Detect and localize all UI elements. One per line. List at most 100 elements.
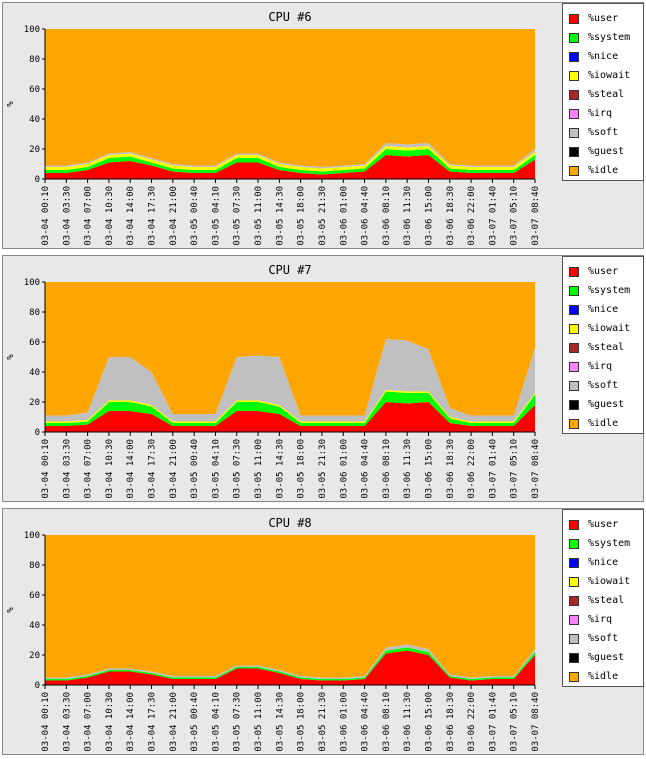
cpu7-legend: %user %system %nice %iowait %steal %irq %soft%…: [562, 256, 644, 434]
cpu8-legend-label: %soft: [588, 633, 619, 644]
cpu7-legend-label: %iowait: [588, 323, 631, 334]
cpu7-x-tick-label: 03-05 04:10: [211, 439, 221, 499]
cpu8-legend-item-system: %system: [569, 538, 645, 552]
cpu6-legend-label: %guest: [588, 146, 625, 157]
cpu6-x-tick-label: 03-05 04:10: [211, 186, 221, 246]
cpu7-legend-label: %user: [588, 266, 619, 277]
cpu7-legend-swatch: [569, 286, 579, 296]
cpu8-legend-swatch: [569, 653, 579, 663]
cpu6-x-tick-label: 03-07 08:40: [531, 186, 541, 246]
cpu8-x-tick-label: 03-07 05:10: [510, 692, 520, 752]
cpu7-x-tick-label: 03-04 10:30: [105, 439, 115, 499]
cpu8-legend-item-nice: %nice: [569, 557, 645, 571]
cpu7-legend-item-steal: %steal: [569, 342, 645, 356]
cpu7-legend-swatch: [569, 343, 579, 353]
cpu7-area-soft: [45, 339, 535, 422]
cpu7-x-tick-label: 03-05 11:00: [254, 439, 264, 499]
cpu6-x-tick-label: 03-06 04:40: [361, 186, 371, 246]
cpu7-x-tick-label: 03-06 04:40: [361, 439, 371, 499]
cpu7-legend-swatch: [569, 324, 579, 334]
cpu6-legend-item-guest: %guest: [569, 146, 645, 160]
cpu6-y-tick-label: 0: [35, 175, 40, 185]
cpu8-x-tick-label: 03-04 10:30: [105, 692, 115, 752]
cpu7-area-user: [45, 402, 535, 432]
cpu6-x-tick-label: 03-05 18:00: [297, 186, 307, 246]
cpu7-y-tick-label: 40: [29, 368, 40, 378]
cpu6-legend-item-soft: %soft: [569, 127, 645, 141]
cpu7-x-tick-label: 03-05 00:40: [190, 439, 200, 499]
cpu8-x-tick-label: 03-06 04:40: [361, 692, 371, 752]
cpu6-legend-label: %iowait: [588, 70, 631, 81]
cpu7-x-tick-label: 03-04 00:10: [41, 439, 51, 499]
cpu7-x-tick-label: 03-04 07:00: [84, 439, 94, 499]
cpu8-legend-swatch: [569, 520, 579, 530]
cpu7-legend-swatch: [569, 362, 579, 372]
cpu7-chart-title: CPU #7: [268, 263, 311, 277]
cpu6-x-tick-label: 03-06 18:30: [446, 186, 456, 246]
cpu8-chart-svg: CPU #8 0 20 40 60 80 100% 03-04 00:10 03-04 03:3…: [6, 516, 541, 752]
cpu8-x-tick-label: 03-06 08:10: [382, 692, 392, 752]
cpu7-legend-swatch: [569, 305, 579, 315]
cpu6-x-tick-label: 03-06 08:10: [382, 186, 392, 246]
cpu6-x-tick-label: 03-05 21:30: [318, 186, 328, 246]
cpu7-legend-item-soft: %soft: [569, 380, 645, 394]
cpu7-x-tick-label: 03-04 14:00: [126, 439, 136, 499]
cpu8-x-tick-label: 03-07 01:40: [488, 692, 498, 752]
cpu6-legend-item-system: %system: [569, 32, 645, 46]
cpu8-legend-label: %guest: [588, 652, 625, 663]
cpu6-x-tick-label: 03-04 10:30: [105, 186, 115, 246]
cpu8-x-tick-label: 03-06 15:00: [424, 692, 434, 752]
cpu8-x-tick-label: 03-05 18:00: [297, 692, 307, 752]
cpu8-y-tick-label: 80: [29, 561, 40, 571]
cpu6-x-tick-label: 03-05 00:40: [190, 186, 200, 246]
cpu7-x-tick-label: 03-04 17:30: [148, 439, 158, 499]
cpu8-y-tick-label: 20: [29, 651, 40, 661]
cpu7-y-tick-label: 20: [29, 398, 40, 408]
cpu8-legend-item-soft: %soft: [569, 633, 645, 647]
cpu7-y-tick-label: 80: [29, 308, 40, 318]
cpu8-x-tick-label: 03-04 17:30: [148, 692, 158, 752]
cpu6-legend-swatch: [569, 71, 579, 81]
cpu8-legend-label: %user: [588, 519, 619, 530]
cpu8-legend-item-guest: %guest: [569, 652, 645, 666]
cpu7-legend-label: %nice: [588, 304, 619, 315]
cpu6-x-tick-label: 03-04 17:30: [148, 186, 158, 246]
cpu7-area-idle: [45, 282, 535, 416]
cpu7-legend-item-system: %system: [569, 285, 645, 299]
cpu6-y-tick-label: 40: [29, 115, 40, 125]
cpu7-legend-swatch: [569, 400, 579, 410]
cpu8-legend-item-iowait: %iowait: [569, 576, 645, 590]
cpu8-x-tick-label: 03-04 07:00: [84, 692, 94, 752]
cpu6-legend-label: %nice: [588, 51, 619, 62]
cpu7-legend-label: %system: [588, 285, 631, 296]
cpu6-x-tick-label: 03-04 03:30: [62, 186, 72, 246]
cpu8-y-tick-label: 60: [29, 591, 40, 601]
cpu7-x-tick-label: 03-05 07:30: [233, 439, 243, 499]
cpu6-chart-panel: CPU #6 0 20 40 60 80 100% 03-04 00:10 03-04 03:3…: [2, 2, 644, 249]
cpu8-legend-item-irq: %irq: [569, 614, 645, 628]
cpu8-x-tick-label: 03-04 21:00: [169, 692, 179, 752]
cpu7-legend-item-user: %user: [569, 266, 645, 280]
cpu8-x-tick-label: 03-05 07:30: [233, 692, 243, 752]
cpu7-legend-item-iowait: %iowait: [569, 323, 645, 337]
cpu7-chart-panel: CPU #7 0 20 40 60 80 100% 03-04 00:10 03-04 03:3…: [2, 255, 644, 502]
cpu8-legend-item-user: %user: [569, 519, 645, 533]
cpu6-area-iowait: [45, 146, 535, 172]
cpu8-chart-panel: CPU #8 0 20 40 60 80 100% 03-04 00:10 03-04 03:3…: [2, 508, 644, 755]
cpu8-x-tick-label: 03-04 14:00: [126, 692, 136, 752]
cpu6-legend-swatch: [569, 147, 579, 157]
cpu8-chart-title: CPU #8: [268, 516, 311, 530]
cpu8-x-tick-label: 03-06 18:30: [446, 692, 456, 752]
cpu8-x-tick-label: 03-07 08:40: [531, 692, 541, 752]
cpu6-legend-label: %steal: [588, 89, 625, 100]
cpu7-legend-label: %irq: [588, 361, 613, 372]
cpu6-x-tick-label: 03-05 07:30: [233, 186, 243, 246]
cpu7-legend-label: %idle: [588, 418, 619, 429]
cpu8-legend: %user %system %nice %iowait %steal %irq %soft%…: [562, 509, 644, 687]
cpu6-x-tick-label: 03-07 05:10: [510, 186, 520, 246]
cpu8-legend-item-steal: %steal: [569, 595, 645, 609]
cpu6-legend-label: %irq: [588, 108, 613, 119]
cpu7-x-tick-label: 03-06 11:30: [403, 439, 413, 499]
cpu6-legend-swatch: [569, 166, 579, 176]
cpu7-legend-swatch: [569, 381, 579, 391]
